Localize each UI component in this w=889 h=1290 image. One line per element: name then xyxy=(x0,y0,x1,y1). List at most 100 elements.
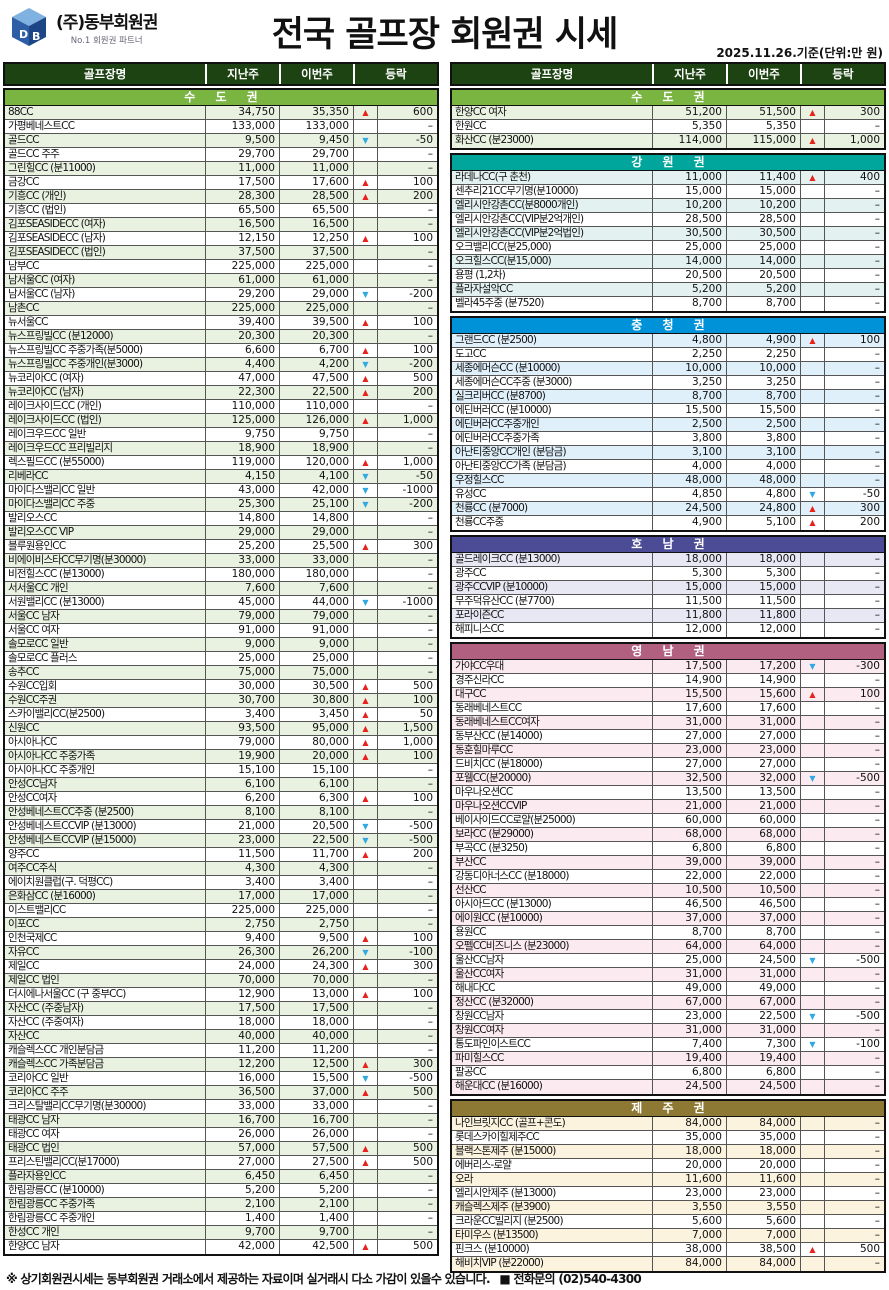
up-arrow-icon: ▲ xyxy=(362,1242,369,1251)
table-row: 레이크우드CC 일반 9,750 9,750– xyxy=(5,428,437,442)
last-week-cell: 36,500 xyxy=(205,1086,279,1100)
last-week-cell: 9,400 xyxy=(205,932,279,946)
last-week-cell: 17,500 xyxy=(205,1002,279,1016)
section-rows: 그랜드CC (분2500) 4,800 4,900 ▲ 100 도고CC 2,250 2,25… xyxy=(452,334,884,530)
company-name: (주)동부회원권 xyxy=(56,13,158,33)
region-section: 호 남 권 골드레이크CC (분13000) 18,000 18,000– 광주CC 5,… xyxy=(450,535,886,639)
change-arrow-cell xyxy=(800,1024,824,1038)
table-row: 서원밸리CC (분13000) 45,000 44,000 ▼ -1000 xyxy=(5,596,437,610)
table-row: 엘리시안강촌CC(VIP분2억법인) 30,500 30,500– xyxy=(452,227,884,241)
table-row: 발리오스CC 14,800 14,800– xyxy=(5,512,437,526)
this-week-cell: 30,500 xyxy=(279,680,353,694)
change-arrow-cell xyxy=(800,1066,824,1080)
course-name-cell: 해내다CC xyxy=(452,982,652,996)
table-row: 오크밸리CC(분25,000) 25,000 25,000– xyxy=(452,241,884,255)
change-arrow-cell: ▲ xyxy=(353,176,377,190)
course-name-cell: 레이크우드CC 일반 xyxy=(5,428,205,442)
this-week-cell: 2,750 xyxy=(279,918,353,932)
last-week-cell: 5,200 xyxy=(205,1184,279,1198)
table-row: 뉴서울CC 39,400 39,500 ▲ 100 xyxy=(5,316,437,330)
course-name-cell: 여주CC주식 xyxy=(5,862,205,876)
last-week-cell: 93,500 xyxy=(205,722,279,736)
change-arrow-cell xyxy=(353,582,377,596)
table-row: 세종에머슨CC주중 (분3000) 3,250 3,250– xyxy=(452,376,884,390)
change-arrow-cell xyxy=(800,213,824,227)
change-value-cell: 600 xyxy=(377,106,437,120)
course-name-cell: 마이다스밸리CC 주중 xyxy=(5,498,205,512)
change-value-cell: – xyxy=(824,968,884,982)
change-value-cell: – xyxy=(824,758,884,772)
course-name-cell: 남서울CC (남자) xyxy=(5,288,205,302)
last-week-cell: 18,900 xyxy=(205,442,279,456)
this-week-cell: 29,700 xyxy=(279,148,353,162)
this-week-cell: 5,200 xyxy=(279,1184,353,1198)
change-value-cell: 200 xyxy=(377,848,437,862)
table-row: 통도파인이스트CC 7,400 7,300 ▼ -100 xyxy=(452,1038,884,1052)
this-week-cell: 20,000 xyxy=(726,1159,800,1173)
change-value-cell: – xyxy=(377,876,437,890)
up-arrow-icon: ▲ xyxy=(362,794,369,803)
table-row: 남서울CC (남자) 29,200 29,000 ▼ -200 xyxy=(5,288,437,302)
course-name-cell: 제일CC 법인 xyxy=(5,974,205,988)
change-arrow-cell: ▲ xyxy=(353,988,377,1002)
this-week-cell: 4,000 xyxy=(726,460,800,474)
table-row: 마이다스밸리CC 주중 25,300 25,100 ▼ -200 xyxy=(5,498,437,512)
change-value-cell: – xyxy=(824,1201,884,1215)
this-week-cell: 12,000 xyxy=(726,623,800,637)
table-row: 강동디아너스CC (분18000) 22,000 22,000– xyxy=(452,870,884,884)
change-arrow-cell: ▲ xyxy=(353,708,377,722)
change-value-cell: – xyxy=(377,260,437,274)
table-row: 한성CC 개인 9,700 9,700– xyxy=(5,1226,437,1240)
change-arrow-cell xyxy=(353,400,377,414)
table-row: 부산CC 39,000 39,000– xyxy=(452,856,884,870)
table-row: 자산CC (주중여자) 18,000 18,000– xyxy=(5,1016,437,1030)
table-row: 태광CC 법인 57,000 57,500 ▲ 500 xyxy=(5,1142,437,1156)
this-week-cell: 27,500 xyxy=(279,1156,353,1170)
change-arrow-cell: ▼ xyxy=(800,1038,824,1052)
change-value-cell: – xyxy=(824,828,884,842)
change-arrow-cell xyxy=(800,870,824,884)
change-arrow-cell xyxy=(353,302,377,316)
change-arrow-cell xyxy=(800,1052,824,1066)
last-week-cell: 22,000 xyxy=(652,870,726,884)
change-value-cell: – xyxy=(824,716,884,730)
change-value-cell: 100 xyxy=(377,344,437,358)
table-row: 이스트밸리CC 225,000 225,000– xyxy=(5,904,437,918)
this-week-cell: 84,000 xyxy=(726,1257,800,1271)
last-week-cell: 2,250 xyxy=(652,348,726,362)
up-arrow-icon: ▲ xyxy=(362,990,369,999)
table-row: 롯데스카이힐제주CC 35,000 35,000– xyxy=(452,1131,884,1145)
table-row: 창원CC남자 23,000 22,500 ▼ -500 xyxy=(452,1010,884,1024)
change-value-cell: -500 xyxy=(377,1072,437,1086)
this-week-cell: 57,500 xyxy=(279,1142,353,1156)
table-row: 우정힐스CC 48,000 48,000– xyxy=(452,474,884,488)
last-week-cell: 15,000 xyxy=(652,581,726,595)
course-name-cell: 아시아드CC (분13000) xyxy=(452,898,652,912)
change-value-cell: – xyxy=(377,778,437,792)
table-row: 캐슬렉스CC 개인분담금 11,200 11,200– xyxy=(5,1044,437,1058)
course-name-cell: 골드CC xyxy=(5,134,205,148)
course-name-cell: 아시아나CC 주중가족 xyxy=(5,750,205,764)
last-week-cell: 31,000 xyxy=(652,716,726,730)
table-row: 엘리시안강촌CC(VIP분2억개인) 28,500 28,500– xyxy=(452,213,884,227)
change-arrow-cell xyxy=(353,1226,377,1240)
this-week-cell: 11,000 xyxy=(279,162,353,176)
change-value-cell: – xyxy=(824,800,884,814)
table-row: 동훈힐마루CC 23,000 23,000– xyxy=(452,744,884,758)
change-value-cell: 1,000 xyxy=(377,456,437,470)
change-value-cell: 500 xyxy=(377,372,437,386)
table-row: 발리오스CC VIP 29,000 29,000– xyxy=(5,526,437,540)
change-arrow-cell xyxy=(353,778,377,792)
this-week-cell: 5,100 xyxy=(726,516,800,530)
change-arrow-cell xyxy=(800,1173,824,1187)
price-tables: 골프장명 지난주 이번주 등락 수 도 권 88CC 34,750 35,350 ▲ 600 가평베… xyxy=(0,62,889,1276)
change-arrow-cell xyxy=(353,652,377,666)
this-week-cell: 3,800 xyxy=(726,432,800,446)
this-week-cell: 95,000 xyxy=(279,722,353,736)
change-value-cell: – xyxy=(824,870,884,884)
course-name-cell: 에딘버러CC주중개인 xyxy=(452,418,652,432)
table-row: 파미힐스CC 19,400 19,400– xyxy=(452,1052,884,1066)
change-value-cell: – xyxy=(377,302,437,316)
change-arrow-cell: ▼ xyxy=(353,498,377,512)
course-name-cell: 김포SEASIDECC (여자) xyxy=(5,218,205,232)
